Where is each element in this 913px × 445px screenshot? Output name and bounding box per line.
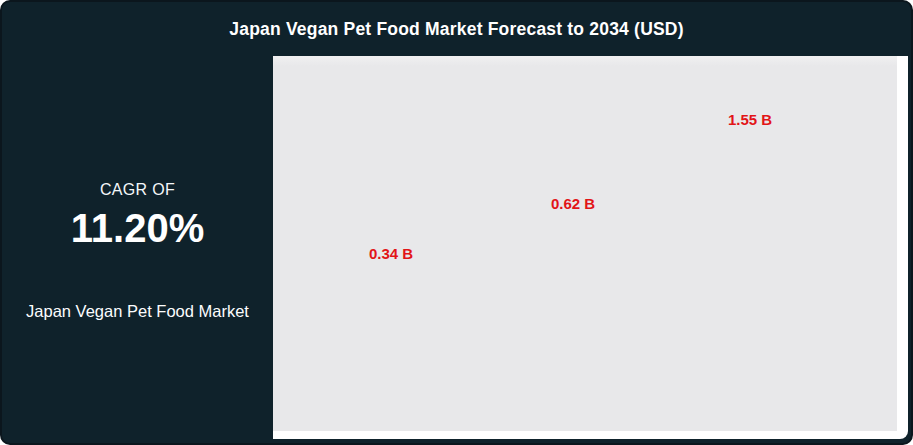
- data-label: 1.55 B: [728, 111, 772, 128]
- cagr-sidebar: CAGR OF 11.20% Japan Vegan Pet Food Mark…: [2, 56, 273, 443]
- data-label: 0.62 B: [551, 195, 595, 212]
- chart-title: Japan Vegan Pet Food Market Forecast to …: [229, 19, 683, 40]
- market-name: Japan Vegan Pet Food Market: [2, 302, 273, 321]
- plot-area: 0.34 B 0.62 B 1.55 B: [273, 56, 897, 431]
- chart-area: 0.34 B 0.62 B 1.55 B: [273, 56, 908, 439]
- cagr-value: 11.20%: [2, 208, 273, 248]
- infographic: Japan Vegan Pet Food Market Forecast to …: [0, 0, 913, 445]
- data-label: 0.34 B: [369, 245, 413, 262]
- cagr-label: CAGR OF: [2, 181, 273, 199]
- infographic-card: Japan Vegan Pet Food Market Forecast to …: [0, 0, 913, 445]
- header: Japan Vegan Pet Food Market Forecast to …: [2, 2, 911, 56]
